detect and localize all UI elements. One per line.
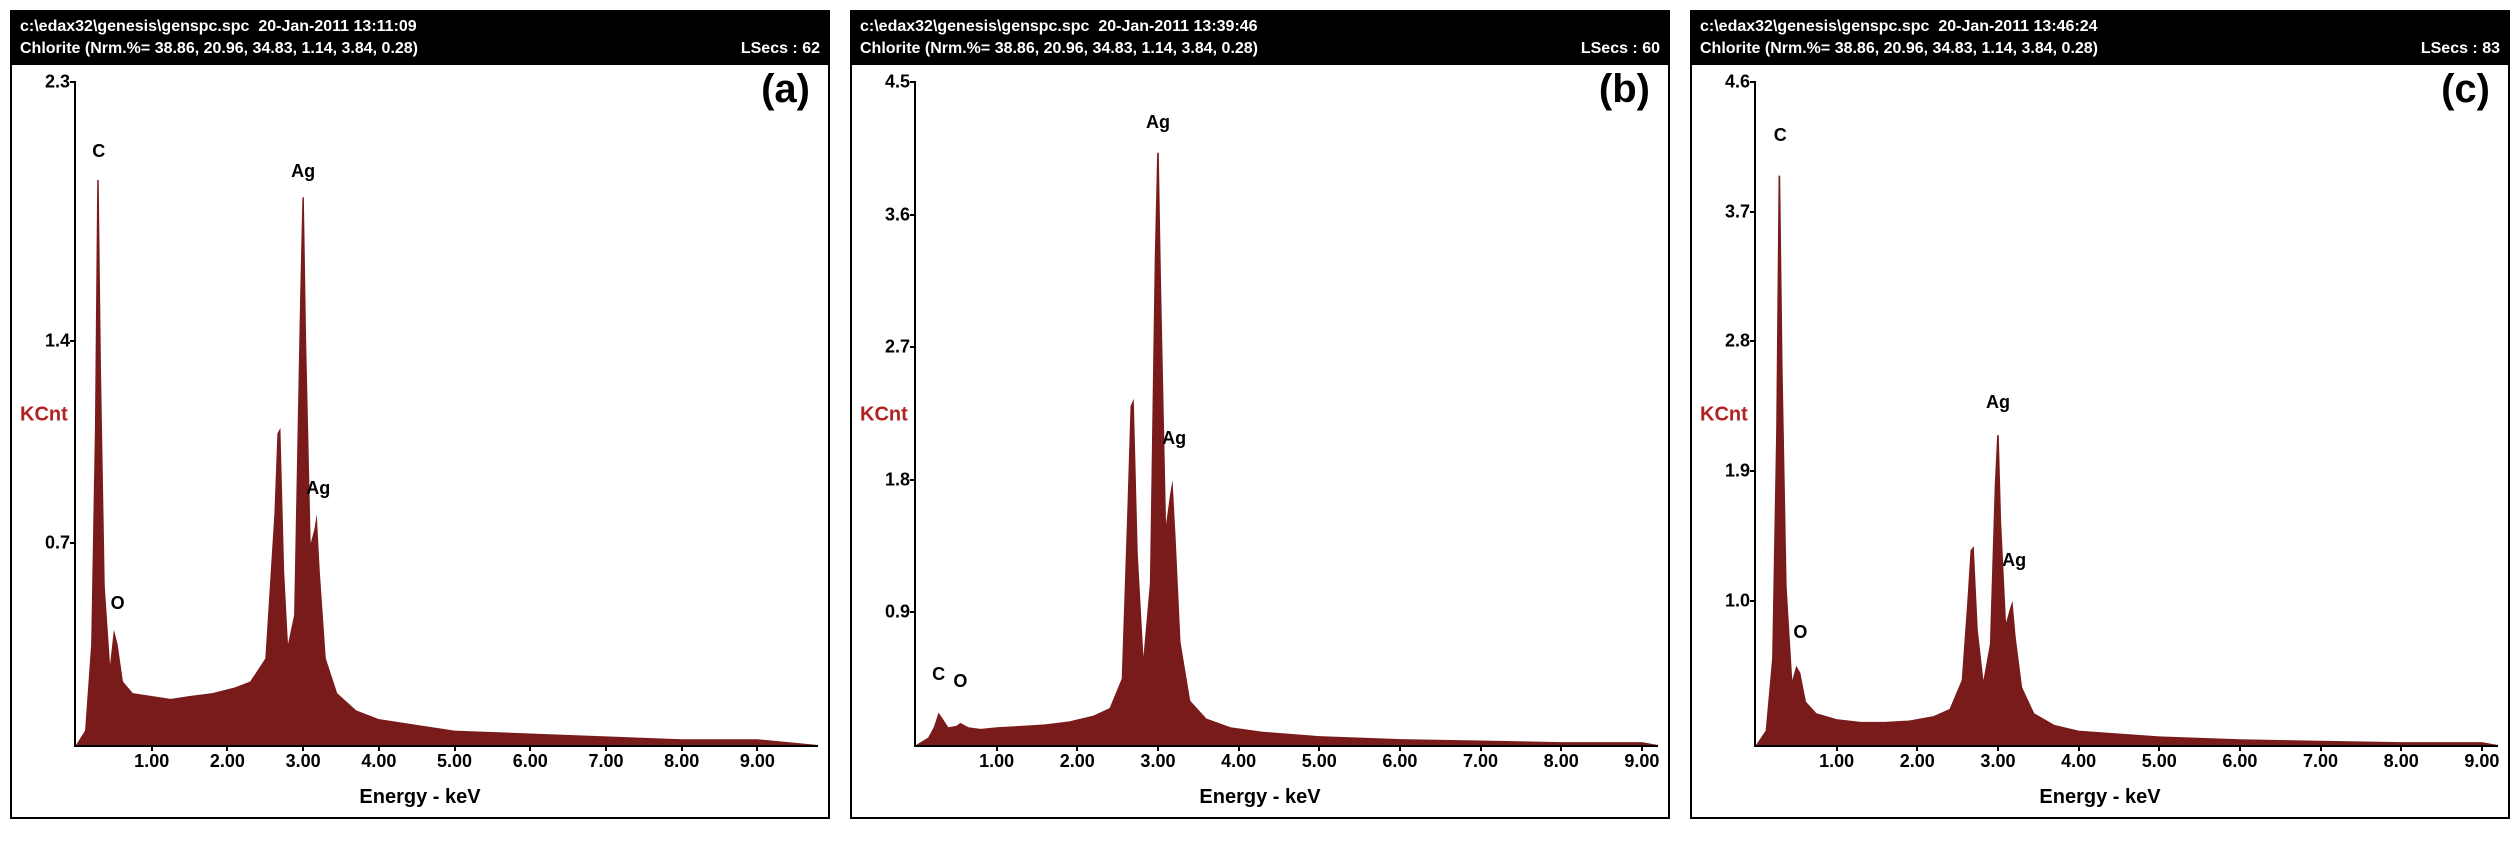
peak-label: Ag <box>1986 392 2010 413</box>
xtick-label: 9.00 <box>1624 751 1659 772</box>
spectrum-svg-c <box>1756 82 2498 745</box>
chart-area-c: 1.01.92.83.74.61.002.003.004.005.006.007… <box>1754 82 2498 747</box>
panel-a: c:\edax32\genesis\genspc.spc 20-Jan-2011… <box>10 10 830 819</box>
xtick-label: 4.00 <box>1221 751 1256 772</box>
peak-label: Ag <box>2002 550 2026 571</box>
xtick-label: 7.00 <box>588 751 623 772</box>
xtick-label: 2.00 <box>1060 751 1095 772</box>
ytick-label: 1.9 <box>1725 461 1750 482</box>
ylabel-c: KCnt <box>1700 403 1748 426</box>
xtick-label: 7.00 <box>2303 751 2338 772</box>
xtick-label: 8.00 <box>664 751 699 772</box>
peak-label: O <box>1793 622 1807 643</box>
panel-a-header: c:\edax32\genesis\genspc.spc 20-Jan-2011… <box>12 12 828 65</box>
xtick-label: 8.00 <box>1544 751 1579 772</box>
header-sample: Chlorite (Nrm.%= 38.86, 20.96, 34.83, 1.… <box>20 38 418 60</box>
spectrum-svg-b <box>916 82 1658 745</box>
header-ts-a: 20-Jan-2011 13:11:09 <box>258 18 416 35</box>
header-ts-c: 20-Jan-2011 13:46:24 <box>1938 18 2097 35</box>
header-ts-b: 20-Jan-2011 13:39:46 <box>1098 18 1257 35</box>
xtick-label: 5.00 <box>1302 751 1337 772</box>
xtick-label: 1.00 <box>1819 751 1854 772</box>
ytick-label: 2.3 <box>45 72 70 93</box>
header-sample: Chlorite (Nrm.%= 38.86, 20.96, 34.83, 1.… <box>860 38 1258 60</box>
ytick-label: 0.7 <box>45 533 70 554</box>
xtick-label: 5.00 <box>437 751 472 772</box>
ytick-label: 1.8 <box>885 469 910 490</box>
xtick-label: 9.00 <box>2464 751 2499 772</box>
ytick-label: 1.0 <box>1725 590 1750 611</box>
peak-label: C <box>932 664 945 685</box>
xtick-label: 5.00 <box>2142 751 2177 772</box>
chart-area-a: 0.71.42.31.002.003.004.005.006.007.008.0… <box>74 82 818 747</box>
header-sample: Chlorite (Nrm.%= 38.86, 20.96, 34.83, 1.… <box>1700 38 2098 60</box>
header-path: c:\edax32\genesis\genspc.spc <box>1700 18 1929 35</box>
peak-label: Ag <box>1162 428 1186 449</box>
ytick-label: 1.4 <box>45 331 70 352</box>
xtick-label: 4.00 <box>361 751 396 772</box>
header-lsecs-c: LSecs : 83 <box>2421 38 2500 60</box>
peak-label: O <box>111 593 125 614</box>
header-lsecs-b: LSecs : 60 <box>1581 38 1660 60</box>
xtick-label: 7.00 <box>1463 751 1498 772</box>
xlabel-b: Energy - keV <box>1199 786 1320 809</box>
xlabel-c: Energy - keV <box>2039 786 2160 809</box>
header-path: c:\edax32\genesis\genspc.spc <box>860 18 1089 35</box>
xtick-label: 6.00 <box>513 751 548 772</box>
ytick-label: 0.9 <box>885 602 910 623</box>
xtick-label: 6.00 <box>2222 751 2257 772</box>
xtick-label: 3.00 <box>1140 751 1175 772</box>
peak-label: C <box>1774 125 1787 146</box>
panel-b: c:\edax32\genesis\genspc.spc 20-Jan-2011… <box>850 10 1670 819</box>
peak-label: Ag <box>291 161 315 182</box>
xtick-label: 9.00 <box>740 751 775 772</box>
spectrum-svg-a <box>76 82 818 745</box>
header-lsecs-a: LSecs : 62 <box>741 38 820 60</box>
header-path: c:\edax32\genesis\genspc.spc <box>20 18 249 35</box>
peak-label: Ag <box>1146 112 1170 133</box>
xtick-label: 2.00 <box>210 751 245 772</box>
peak-label: O <box>953 671 967 692</box>
panel-c: c:\edax32\genesis\genspc.spc 20-Jan-2011… <box>1690 10 2510 819</box>
xtick-label: 3.00 <box>286 751 321 772</box>
panel-b-header: c:\edax32\genesis\genspc.spc 20-Jan-2011… <box>852 12 1668 65</box>
ylabel-a: KCnt <box>20 403 68 426</box>
xlabel-a: Energy - keV <box>359 786 480 809</box>
panel-c-header: c:\edax32\genesis\genspc.spc 20-Jan-2011… <box>1692 12 2508 65</box>
ytick-label: 2.7 <box>885 337 910 358</box>
peak-label: C <box>92 141 105 162</box>
xtick-label: 6.00 <box>1382 751 1417 772</box>
xtick-label: 1.00 <box>134 751 169 772</box>
ytick-label: 4.6 <box>1725 72 1750 93</box>
xtick-label: 4.00 <box>2061 751 2096 772</box>
peak-label: Ag <box>306 478 330 499</box>
xtick-label: 2.00 <box>1900 751 1935 772</box>
ytick-label: 3.6 <box>885 204 910 225</box>
chart-area-b: 0.91.82.73.64.51.002.003.004.005.006.007… <box>914 82 1658 747</box>
ytick-label: 4.5 <box>885 72 910 93</box>
ytick-label: 2.8 <box>1725 331 1750 352</box>
panels-row: c:\edax32\genesis\genspc.spc 20-Jan-2011… <box>10 10 2510 819</box>
xtick-label: 8.00 <box>2384 751 2419 772</box>
xtick-label: 1.00 <box>979 751 1014 772</box>
ytick-label: 3.7 <box>1725 201 1750 222</box>
ylabel-b: KCnt <box>860 403 908 426</box>
xtick-label: 3.00 <box>1980 751 2015 772</box>
